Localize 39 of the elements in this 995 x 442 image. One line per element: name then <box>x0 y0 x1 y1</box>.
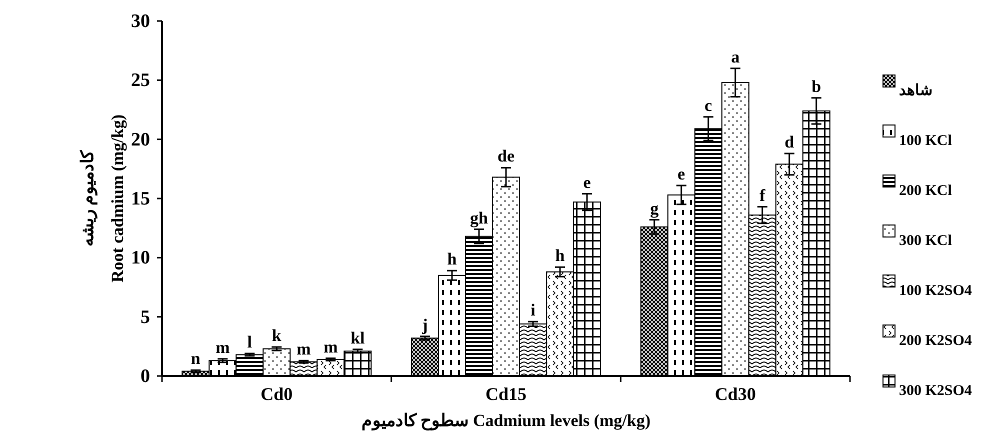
data-label: f <box>759 186 766 205</box>
y-tick-label: 10 <box>131 248 150 269</box>
data-label: de <box>498 146 515 166</box>
data-label: l <box>247 332 252 352</box>
legend-label: 300 K2SO4 <box>899 383 972 399</box>
data-label: d <box>784 132 795 152</box>
data-label: gh <box>470 208 489 228</box>
legend-label: 100 K2SO4 <box>899 283 972 299</box>
data-label: kl <box>350 328 366 348</box>
legend-label: 200 K2SO4 <box>899 333 972 349</box>
data-label: i <box>530 300 536 320</box>
data-label: e <box>678 164 686 184</box>
data-label: h <box>447 250 458 269</box>
y-tick-label: 0 <box>140 366 150 387</box>
data-label: h <box>555 246 566 266</box>
data-label: m <box>216 338 230 357</box>
data-label: b <box>812 76 822 96</box>
data-label: c <box>704 96 713 115</box>
data-label: n <box>190 349 201 368</box>
y-tick-label: 20 <box>131 129 150 150</box>
y-tick-label: 30 <box>131 11 150 32</box>
legend-label: 100 KCl <box>899 133 952 149</box>
x-tick-label: Cd0 <box>260 384 293 404</box>
data-label: j <box>421 315 428 334</box>
legend-label: 200 KCl <box>899 183 952 199</box>
data-label: m <box>324 337 338 356</box>
legend-label: 300 KCl <box>899 233 952 249</box>
x-tick-label: Cd15 <box>485 384 527 404</box>
y-tick-label: 25 <box>131 70 150 92</box>
data-label: a <box>731 47 740 66</box>
y-tick-label: 15 <box>131 188 150 210</box>
y-tick-label: 5 <box>140 306 150 328</box>
data-label: g <box>650 198 660 218</box>
data-label: e <box>583 172 592 192</box>
x-axis-title: سطوح کادمیوم Cadmium levels (mg/kg) <box>361 411 651 431</box>
legend-label: شاهد <box>899 83 933 99</box>
data-label: k <box>272 326 282 346</box>
data-label: m <box>296 340 311 359</box>
x-tick-label: Cd30 <box>714 384 756 404</box>
